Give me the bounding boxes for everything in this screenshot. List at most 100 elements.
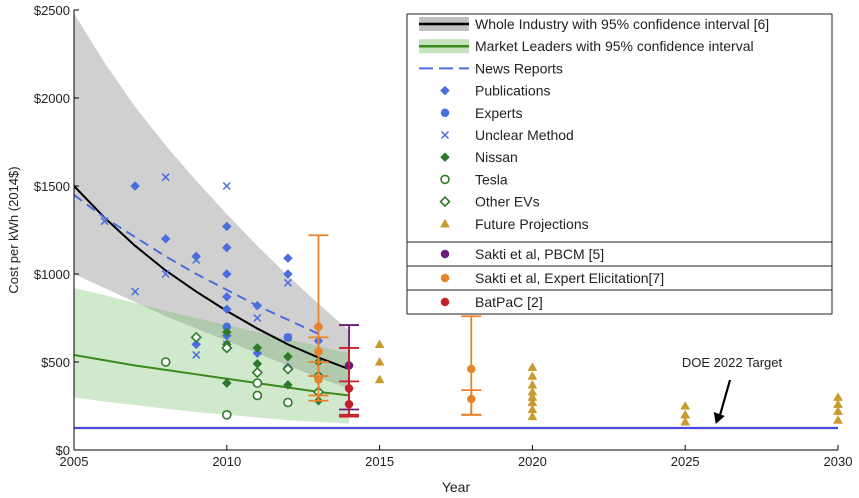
data-point — [160, 357, 171, 367]
annotation-arrowhead — [713, 412, 725, 424]
legend-label: Publications — [475, 83, 551, 99]
data-point — [192, 255, 201, 264]
legend-label: Nissan — [475, 149, 518, 165]
data-point — [161, 173, 170, 182]
x-tick-label: 2020 — [518, 454, 547, 469]
data-point — [283, 351, 293, 362]
data-point — [252, 378, 263, 388]
data-point — [833, 415, 843, 424]
data-point — [833, 406, 843, 415]
legend-marker — [440, 174, 450, 185]
x-tick-label: 2025 — [671, 454, 700, 469]
x-tick-label: 2015 — [365, 454, 394, 469]
data-point — [253, 313, 262, 323]
data-point — [221, 292, 232, 302]
data-point — [283, 278, 292, 287]
x-tick-label: 2005 — [60, 454, 89, 469]
y-axis-label: Cost per kWh (2014$) — [6, 166, 21, 293]
data-point — [680, 416, 691, 426]
data-point — [221, 242, 232, 253]
data-point — [283, 253, 293, 264]
data-point — [314, 375, 323, 384]
data-point — [374, 374, 385, 384]
legend-label: Whole Industry with 95% confidence inter… — [475, 16, 769, 32]
y-tick-label: $500 — [41, 355, 70, 370]
data-point — [221, 269, 232, 279]
legend-marker — [440, 297, 450, 307]
annotation-label: DOE 2022 Target — [682, 355, 783, 370]
legend-label: BatPaC [2] — [475, 294, 543, 310]
legend-marker — [440, 152, 450, 163]
legend-label: Sakti et al, Expert Elicitation[7] — [475, 270, 664, 286]
legend-label: Experts — [475, 105, 522, 121]
data-point — [527, 371, 538, 380]
data-point — [252, 348, 263, 359]
data-point — [221, 327, 232, 337]
legend-marker — [440, 85, 450, 96]
data-point — [283, 380, 293, 390]
data-point — [251, 366, 263, 379]
data-point — [680, 400, 691, 410]
trend-line — [74, 353, 350, 397]
legend-box — [406, 265, 833, 291]
data-point — [131, 287, 140, 296]
news-reports-line — [74, 193, 319, 335]
data-point — [252, 343, 263, 353]
x-tick-label: 2010 — [212, 454, 241, 469]
error-bar — [339, 380, 360, 418]
legend: Whole Industry with 95% confidence inter… — [406, 13, 833, 315]
legend-marker — [440, 273, 450, 283]
data-point — [222, 181, 231, 191]
legend-label: Sakti et al, PBCM [5] — [475, 246, 604, 262]
y-tick-label: $1500 — [34, 179, 70, 194]
legend-box — [406, 241, 833, 267]
legend-label: Other EVs — [475, 194, 540, 210]
legend-marker — [440, 218, 450, 228]
data-point — [374, 356, 385, 366]
legend-label: Tesla — [475, 171, 508, 187]
data-point — [344, 399, 354, 409]
legend-box — [406, 13, 833, 243]
data-markers — [100, 173, 843, 426]
data-point — [252, 300, 263, 311]
y-tick-label: $1000 — [34, 267, 70, 282]
y-tick-label: $2000 — [34, 91, 70, 106]
data-point — [527, 362, 538, 371]
legend-marker — [440, 108, 450, 118]
legend-marker — [440, 130, 450, 140]
data-point — [221, 342, 233, 354]
legend-box — [406, 289, 833, 315]
trend-line — [74, 185, 350, 370]
data-point — [221, 304, 232, 315]
data-point — [282, 363, 294, 375]
data-point — [374, 339, 385, 349]
data-point — [527, 411, 538, 421]
data-point — [160, 233, 171, 244]
legend-label: Unclear Method — [475, 127, 574, 143]
data-point — [100, 217, 109, 226]
trend-lines — [74, 185, 838, 430]
data-point — [190, 331, 202, 343]
legend-marker — [440, 249, 450, 259]
data-point — [222, 409, 232, 420]
data-point — [252, 390, 263, 401]
data-point — [191, 339, 202, 350]
data-point — [467, 394, 476, 404]
annotations: DOE 2022 Target — [682, 355, 783, 424]
data-point — [314, 347, 323, 356]
data-point — [283, 269, 293, 279]
y-tick-label: $2500 — [34, 3, 70, 18]
confidence-band — [74, 288, 350, 424]
data-point — [283, 333, 292, 342]
annotation-arrow — [718, 379, 732, 417]
x-axis-label: Year — [442, 479, 471, 495]
legend-label: News Reports — [475, 60, 563, 76]
data-point — [161, 269, 170, 279]
data-point — [221, 221, 232, 232]
legend-label: Future Projections — [475, 216, 589, 232]
legend-marker — [439, 195, 451, 208]
data-point — [192, 350, 201, 359]
confidence-bands — [74, 13, 350, 424]
data-point — [314, 322, 323, 332]
